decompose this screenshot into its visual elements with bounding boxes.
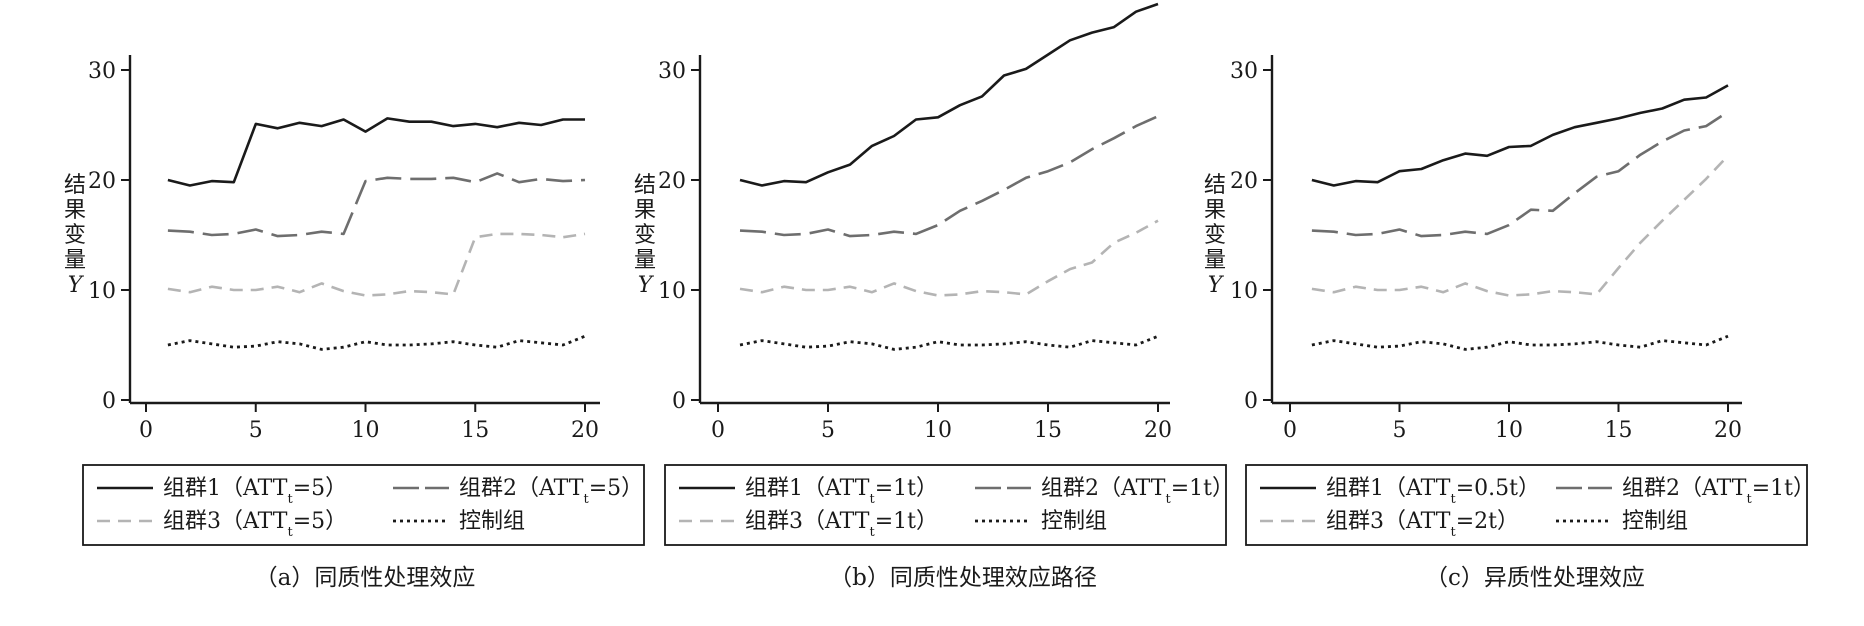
series-line-2: [1311, 110, 1729, 238]
y-axis-label-char: 果: [1204, 198, 1226, 223]
series-line-4: [739, 334, 1159, 351]
y-axis-label-char: Y: [638, 273, 655, 298]
x-tick-label: 5: [821, 418, 835, 443]
legend-box: [664, 464, 1227, 546]
series-line-4: [167, 334, 586, 351]
x-tick-label: 10: [1495, 418, 1523, 443]
legend-entry-2: 组群2（ATTt=1t）: [1622, 476, 1815, 507]
y-tick-label: 10: [658, 279, 686, 304]
series-line-3: [739, 219, 1159, 297]
y-axis-label-char: 变: [634, 223, 656, 248]
x-tick-label: 10: [924, 418, 952, 443]
y-tick-label: 30: [1230, 59, 1258, 84]
legend-entry-3: 组群3（ATTt=5）: [163, 509, 347, 540]
x-tick-label: 15: [1034, 418, 1062, 443]
legend-entry-1: 组群1（ATTt=0.5t）: [1326, 476, 1540, 507]
panel-caption: （c）异质性处理效应: [1425, 565, 1645, 591]
legend-box: [82, 464, 645, 546]
legend-entry-2: 组群2（ATTt=5）: [459, 476, 643, 507]
y-axis-label-char: 量: [1204, 248, 1226, 273]
y-axis-label-char: 果: [634, 198, 656, 223]
y-axis-label-char: 量: [634, 248, 656, 273]
y-axis-label-char: 结: [1204, 173, 1226, 198]
y-tick-label: 20: [88, 169, 116, 194]
y-tick-label: 0: [672, 389, 686, 414]
y-axis-label-char: 变: [1204, 223, 1226, 248]
legend-entry-4: 控制组: [1622, 509, 1688, 534]
x-tick-label: 15: [461, 418, 489, 443]
y-tick-label: 10: [1230, 279, 1258, 304]
legend-entry-1: 组群1（ATTt=5）: [163, 476, 347, 507]
series-line-2: [167, 172, 586, 238]
x-tick-label: 5: [1393, 418, 1407, 443]
y-axis-label-char: 变: [64, 223, 86, 248]
y-axis-label-char: Y: [1208, 273, 1225, 298]
series-line-4: [1311, 334, 1729, 351]
x-tick-label: 0: [139, 418, 153, 443]
panel-caption: （b）同质性处理效应路径: [829, 565, 1097, 591]
x-tick-label: 0: [1283, 418, 1297, 443]
x-tick-label: 0: [711, 418, 725, 443]
legend-box: [1245, 464, 1808, 546]
series-line-1: [1311, 84, 1729, 187]
y-axis-label-char: 结: [634, 173, 656, 198]
y-tick-label: 30: [658, 59, 686, 84]
y-axis-label-char: Y: [68, 273, 85, 298]
x-tick-label: 5: [249, 418, 263, 443]
y-tick-label: 0: [1244, 389, 1258, 414]
series-line-2: [739, 115, 1159, 238]
legend-entry-1: 组群1（ATTt=1t）: [745, 476, 938, 507]
legend-entry-4: 控制组: [1041, 509, 1107, 534]
y-tick-label: 0: [102, 389, 116, 414]
panel-caption: （a）同质性处理效应: [255, 565, 476, 591]
series-line-1: [167, 117, 585, 187]
series-line-3: [1311, 154, 1729, 297]
y-axis-label-char: 果: [64, 198, 86, 223]
x-tick-label: 20: [571, 418, 599, 443]
x-tick-label: 20: [1144, 418, 1172, 443]
legend-entry-3: 组群3（ATTt=2t）: [1326, 509, 1519, 540]
x-tick-label: 15: [1605, 418, 1633, 443]
x-tick-label: 10: [352, 418, 380, 443]
y-tick-label: 10: [88, 279, 116, 304]
y-axis-label-char: 量: [64, 248, 86, 273]
series-line-3: [167, 232, 586, 297]
y-tick-label: 20: [1230, 169, 1258, 194]
y-tick-label: 30: [88, 59, 116, 84]
legend-entry-3: 组群3（ATTt=1t）: [745, 509, 938, 540]
legend-entry-4: 控制组: [459, 509, 525, 534]
y-axis-label-char: 结: [64, 173, 86, 198]
series-line-1: [739, 2, 1159, 187]
legend-entry-2: 组群2（ATTt=1t）: [1041, 476, 1234, 507]
y-tick-label: 20: [658, 169, 686, 194]
x-tick-label: 20: [1714, 418, 1742, 443]
